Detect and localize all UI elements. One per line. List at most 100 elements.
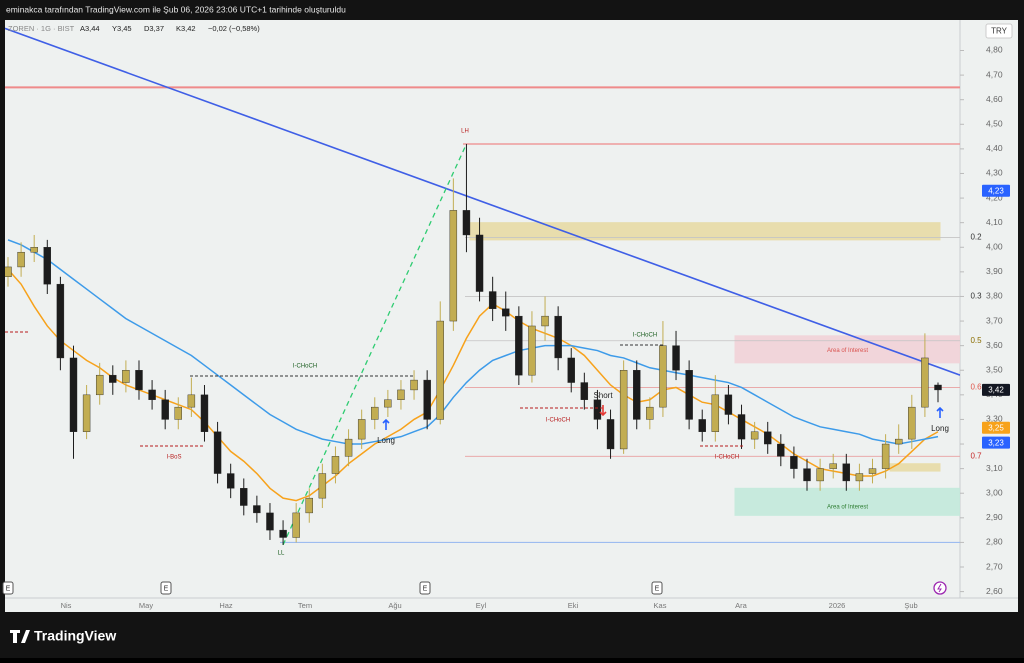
candle-body (449, 210, 458, 322)
candle-body (462, 210, 471, 236)
y-tick-label: 3,60 (986, 340, 1003, 350)
candle-body (790, 456, 798, 469)
x-tick-label: Tem (298, 601, 312, 610)
x-tick-label: Eyl (476, 601, 487, 610)
candle-body (881, 443, 890, 469)
candle-body (868, 468, 877, 474)
price-tag-label: 4,23 (988, 186, 1004, 195)
candle-body (423, 379, 431, 420)
candle-body (528, 325, 536, 376)
fib-label: 0.5 (970, 336, 982, 345)
zone-label: Area of Interest (827, 348, 868, 354)
candle-body (135, 370, 143, 391)
y-tick-label: 2,60 (986, 586, 1003, 596)
x-tick-label: Şub (904, 601, 917, 610)
candle-body (580, 382, 589, 400)
candle-body (174, 406, 182, 420)
event-label: E (164, 585, 169, 592)
annotation: I-CHoCH (546, 418, 570, 424)
candle-body (357, 419, 366, 440)
x-tick-label: Eki (568, 601, 579, 610)
price-tag (982, 383, 1010, 396)
price-tag-label: 3,42 (988, 386, 1004, 395)
candle-body (161, 399, 169, 420)
y-tick-label: 3,00 (986, 487, 1003, 497)
event-label: E (423, 585, 428, 592)
fib-label: 0.2 (970, 233, 982, 242)
signal-arrow (382, 418, 390, 430)
candle-body (5, 266, 12, 277)
x-tick-label: Ara (735, 601, 748, 610)
candle-body (148, 389, 156, 400)
candle-body (384, 399, 392, 408)
brand-name: TradingView (34, 628, 116, 644)
y-tick-label: 4,10 (986, 217, 1003, 227)
candle-body (253, 505, 261, 514)
x-tick-label: Nis (61, 601, 72, 610)
candle-body (122, 370, 130, 383)
y-tick-label: 4,70 (986, 69, 1003, 79)
price-tag (982, 184, 1010, 197)
brand-logo (10, 630, 30, 643)
candle-body (724, 394, 733, 415)
event-marker (160, 581, 172, 595)
candle-body (593, 399, 602, 420)
quote-value: Y3,45 (112, 24, 132, 33)
price-tag (982, 421, 1010, 434)
y-tick-label: 3,70 (986, 315, 1003, 325)
y-tick-label: 4,50 (986, 119, 1003, 129)
quote-value: K3,42 (176, 24, 196, 33)
zone (889, 463, 941, 472)
y-tick-label: 2,80 (986, 537, 1003, 547)
candle-body (908, 406, 916, 440)
annotation: I-BoS (166, 455, 181, 461)
candle-body (488, 291, 497, 309)
candle-body (371, 406, 379, 420)
candle-body (305, 497, 313, 514)
brand: TradingView (10, 628, 116, 644)
candle-body (921, 357, 929, 408)
x-tick-label: Kas (654, 601, 667, 610)
candle-body (777, 443, 785, 457)
fib-label: 0.6 (970, 383, 982, 392)
candle-body (95, 374, 104, 396)
annotation: I-CHoCH (715, 455, 739, 461)
candle-body (43, 247, 51, 285)
candle-body (292, 512, 300, 538)
y-tick-label: 3,80 (986, 291, 1003, 301)
zone (734, 487, 960, 516)
x-tick-label: Ağu (388, 601, 401, 610)
candle-body (82, 394, 91, 432)
candle-body (200, 394, 209, 432)
candle-body (633, 370, 641, 420)
event-marker (651, 581, 663, 595)
y-tick-label: 4,30 (986, 168, 1003, 178)
candle-body (685, 370, 693, 420)
y-tick-label: 4,40 (986, 143, 1003, 153)
candle-body (934, 384, 942, 391)
currency: TRY (991, 27, 1008, 36)
candle-body (344, 438, 353, 457)
x-tick-label: May (139, 601, 153, 610)
candle-body (619, 370, 628, 450)
candle-body (397, 389, 405, 400)
candle-body (541, 315, 549, 327)
annotation: I-CHoCH (633, 333, 657, 339)
swing-line (282, 143, 468, 546)
candle-body (855, 473, 864, 482)
x-tick-label: Haz (219, 601, 233, 610)
moving-average (7, 239, 939, 445)
candle-body (567, 357, 575, 383)
candle-body (698, 419, 706, 432)
price-tag-label: 3,23 (988, 438, 1004, 447)
dividend-icon (933, 581, 947, 595)
quote-value: −0,02 (−0,58%) (208, 24, 260, 33)
candle-body (213, 431, 222, 474)
y-tick-label: 3,90 (986, 266, 1003, 276)
candle-body (17, 251, 25, 268)
y-tick-label: 3,10 (986, 463, 1003, 473)
candle-body (606, 419, 615, 450)
dividend-bolt (937, 583, 942, 593)
annotation: LL (278, 551, 285, 557)
candle-body (279, 529, 287, 538)
